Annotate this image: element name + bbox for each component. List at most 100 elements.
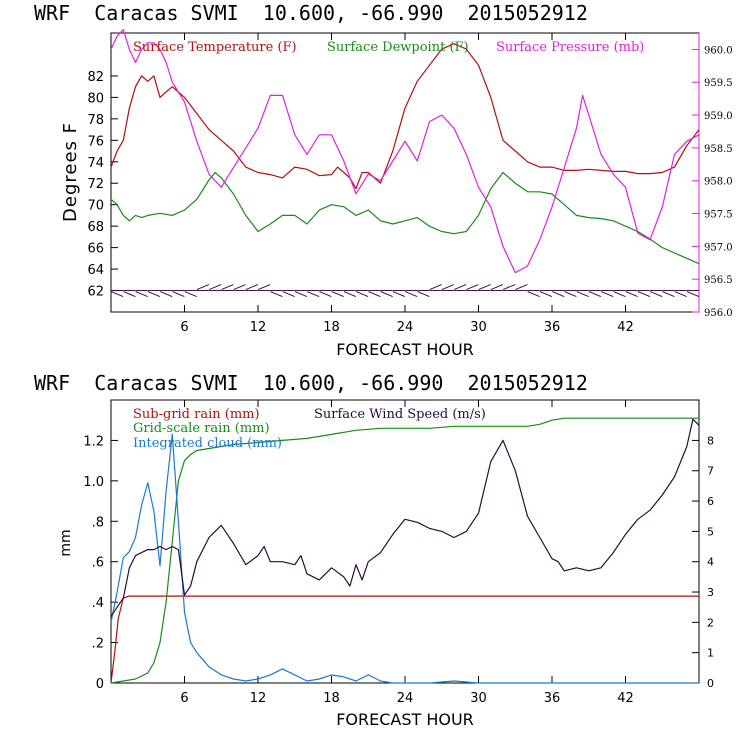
wind-barb: [551, 291, 565, 297]
x-tick-label: 18: [323, 320, 340, 335]
wind-barb: [441, 284, 455, 290]
y2-tick-label: 956.0: [704, 308, 733, 319]
y2-tick-label: 957.0: [704, 242, 733, 253]
x-tick-label: 30: [470, 320, 487, 335]
y-tick-label: .4: [92, 596, 104, 611]
y2-tick-label: 6: [707, 495, 714, 508]
x-tick-label: 42: [617, 691, 634, 706]
y2-tick-label: 959.0: [704, 111, 733, 122]
x-tick-label: 24: [397, 320, 414, 335]
wind-barb: [172, 291, 185, 297]
legend-surface-wind-speed: Surface Wind Speed (m/s): [314, 407, 486, 422]
wind-barb: [257, 284, 271, 290]
y-tick-label: 64: [87, 263, 104, 278]
wind-barb: [674, 291, 687, 297]
legend-sub-grid-rain: Sub-grid rain (mm): [133, 407, 260, 422]
y2-tick-label: 0: [707, 677, 714, 690]
wind-barb: [380, 291, 393, 297]
wind-barb: [208, 284, 222, 290]
wind-barb: [110, 291, 124, 297]
panel-1-title: WRF Caracas SVMI 10.600, -66.990 2015052…: [34, 1, 588, 25]
legend-surface-pressure: Surface Pressure (mb): [496, 40, 644, 55]
panel-2-x-axis-label: FORECAST HOUR: [336, 710, 474, 729]
wind-barb: [649, 291, 663, 297]
series-line-surface-wind-speed-m-s: [110, 418, 700, 617]
wind-barb: [576, 291, 589, 297]
series-line-surface-pressure-mb: [110, 29, 700, 274]
wind-barb: [306, 291, 320, 297]
wind-barb: [662, 291, 675, 297]
y-tick-label: 72: [87, 177, 104, 192]
wind-barb: [600, 291, 614, 297]
panel-2-legend: Sub-grid rain (mm) Surface Wind Speed (m…: [133, 407, 486, 451]
legend-grid-scale-rain: Grid-scale rain (mm): [133, 421, 270, 436]
panel-1-legend: Surface Temperature (F) Surface Dewpoint…: [133, 40, 644, 55]
y-tick-label: 82: [87, 70, 104, 85]
legend-integrated-cloud: Integrated cloud (mm): [133, 436, 282, 451]
y-tick-label: 74: [87, 156, 104, 171]
wind-barb: [319, 291, 332, 297]
y-tick-label: 62: [87, 285, 104, 300]
wind-barb: [588, 291, 602, 297]
legend-surface-dewpoint: Surface Dewpoint (F): [327, 40, 469, 55]
wind-barb: [404, 291, 418, 297]
wind-barb: [453, 284, 467, 290]
series-line-surface-temperature-f: [110, 43, 700, 190]
wind-barb: [502, 284, 516, 290]
x-tick-label: 36: [544, 691, 561, 706]
wind-barb: [355, 291, 369, 297]
wind-barb: [429, 284, 442, 290]
legend-surface-temperature: Surface Temperature (F): [133, 40, 297, 55]
y-tick-label: 80: [87, 91, 104, 106]
wind-barb: [196, 284, 210, 290]
panel-2-series: [110, 417, 700, 684]
wind-barb: [478, 284, 491, 290]
wind-barb: [282, 291, 295, 297]
y2-tick-label: 956.5: [704, 275, 733, 286]
y-tick-label: 1.0: [83, 475, 104, 490]
y-tick-label: 76: [87, 134, 104, 149]
x-tick-label: 24: [397, 691, 414, 706]
wind-barb: [539, 291, 553, 297]
wind-barb: [466, 284, 479, 290]
x-tick-label: 12: [250, 691, 267, 706]
x-tick-label: 18: [323, 691, 340, 706]
y-tick-label: 0: [96, 677, 104, 692]
wind-barb: [417, 291, 430, 297]
chart-panel-2: WRF Caracas SVMI 10.600, -66.990 2015052…: [34, 371, 714, 729]
wind-barb: [564, 291, 577, 297]
x-tick-label: 30: [470, 691, 487, 706]
wind-barb: [343, 291, 357, 297]
y2-tick-label: 958.5: [704, 144, 733, 155]
wind-barb: [135, 291, 148, 297]
y2-tick-label: 957.5: [704, 210, 733, 221]
wind-barb: [490, 284, 504, 290]
wind-barb: [233, 284, 246, 290]
series-line-surface-dewpoint-f: [110, 171, 700, 265]
x-tick-label: 42: [617, 320, 634, 335]
y2-tick-label: 958.0: [704, 177, 733, 188]
wind-barb: [368, 291, 381, 297]
wind-barb: [515, 284, 528, 290]
wind-barb: [270, 291, 283, 297]
wind-barb: [392, 291, 406, 297]
panel-1-y-axis-label: Degrees F: [60, 122, 81, 222]
wind-barb: [147, 291, 161, 297]
x-tick-label: 6: [180, 320, 188, 335]
y2-tick-label: 7: [707, 465, 714, 478]
y2-tick-label: 4: [707, 556, 714, 569]
x-tick-label: 36: [544, 320, 561, 335]
wind-barb: [527, 291, 540, 297]
panel-1-wind-barbs: [110, 284, 700, 297]
y-tick-label: 70: [87, 199, 104, 214]
y-tick-label: 68: [87, 220, 104, 235]
y2-tick-label: 1: [707, 647, 714, 660]
wind-barb: [184, 291, 197, 297]
y2-tick-label: 5: [707, 525, 714, 538]
panel-1-plot-frame: [110, 32, 700, 313]
wind-barb: [159, 291, 173, 297]
y2-tick-label: 8: [707, 434, 714, 447]
panel-1-x-axis-label: FORECAST HOUR: [336, 340, 474, 359]
